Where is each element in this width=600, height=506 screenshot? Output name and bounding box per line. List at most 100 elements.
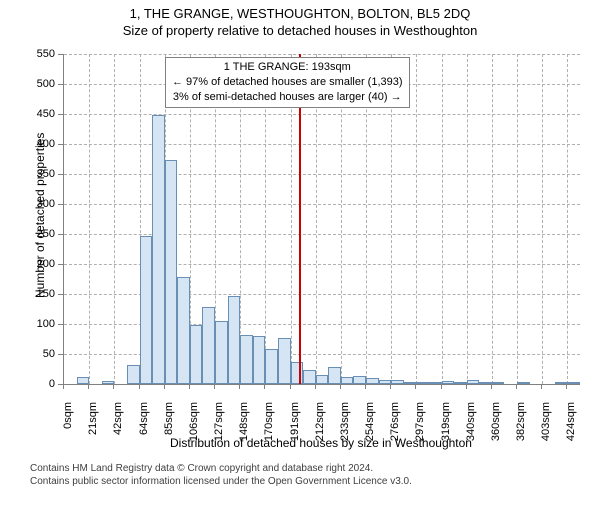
xtick-label: 297sqm <box>414 402 426 442</box>
histogram-bar <box>353 376 366 384</box>
ytick-label: 150 <box>29 288 55 300</box>
histogram-bar <box>391 380 404 384</box>
histogram-bar <box>265 349 278 384</box>
histogram-bar <box>416 382 429 384</box>
xtick-label: 360sqm <box>490 402 502 442</box>
xtick-mark <box>541 384 542 389</box>
ytick-label: 250 <box>29 228 55 240</box>
histogram-bar <box>303 370 316 384</box>
y-axis-label: Number of detached properties <box>33 138 47 298</box>
xtick-mark <box>365 384 366 389</box>
gridline-v <box>89 54 90 384</box>
annotation-box: 1 THE GRANGE: 193sqm ← 97% of detached h… <box>165 57 410 108</box>
gridline-v <box>542 54 543 384</box>
gridline-h <box>64 234 580 235</box>
xtick-mark <box>340 384 341 389</box>
gridline-v <box>567 54 568 384</box>
xtick-label: 21sqm <box>87 402 99 442</box>
xtick-label: 424sqm <box>565 402 577 442</box>
histogram-bar <box>140 236 153 384</box>
xtick-label: 42sqm <box>112 402 124 442</box>
histogram-bar <box>366 378 379 384</box>
xtick-label: 0sqm <box>62 402 74 442</box>
histogram-bar <box>202 307 215 384</box>
gridline-h <box>64 144 580 145</box>
ytick-mark <box>58 114 63 115</box>
histogram-bar <box>291 362 304 384</box>
ytick-label: 300 <box>29 198 55 210</box>
xtick-label: 233sqm <box>339 402 351 442</box>
ytick-label: 200 <box>29 258 55 270</box>
ytick-mark <box>58 174 63 175</box>
xtick-mark <box>415 384 416 389</box>
histogram-bar <box>240 335 253 384</box>
ytick-label: 0 <box>29 378 55 390</box>
xtick-label: 254sqm <box>364 402 376 442</box>
xtick-label: 340sqm <box>465 402 477 442</box>
ytick-label: 100 <box>29 318 55 330</box>
xtick-label: 170sqm <box>263 402 275 442</box>
ytick-mark <box>58 324 63 325</box>
chart-title: 1, THE GRANGE, WESTHOUGHTON, BOLTON, BL5… <box>0 6 600 21</box>
histogram-bar <box>165 160 178 384</box>
xtick-label: 212sqm <box>314 402 326 442</box>
gridline-v <box>114 54 115 384</box>
histogram-bar <box>341 377 354 384</box>
xtick-mark <box>88 384 89 389</box>
histogram-bar <box>77 377 90 384</box>
annotation-line1: 1 THE GRANGE: 193sqm <box>172 60 403 75</box>
xtick-label: 403sqm <box>540 402 552 442</box>
histogram-bar <box>190 325 203 384</box>
xtick-label: 191sqm <box>289 402 301 442</box>
ytick-mark <box>58 264 63 265</box>
xtick-mark <box>441 384 442 389</box>
xtick-mark <box>466 384 467 389</box>
xtick-label: 319sqm <box>440 402 452 442</box>
xtick-label: 64sqm <box>138 402 150 442</box>
ytick-label: 550 <box>29 48 55 60</box>
histogram-bar <box>278 338 291 384</box>
histogram-bar <box>177 277 190 384</box>
xtick-label: 148sqm <box>238 402 250 442</box>
xtick-mark <box>491 384 492 389</box>
gridline-v <box>492 54 493 384</box>
ytick-mark <box>58 144 63 145</box>
annotation-line3: 3% of semi-detached houses are larger (4… <box>172 90 403 105</box>
xtick-mark <box>139 384 140 389</box>
ytick-label: 350 <box>29 168 55 180</box>
xtick-mark <box>164 384 165 389</box>
histogram-bar <box>215 321 228 384</box>
histogram-bar <box>328 367 341 384</box>
ytick-mark <box>58 54 63 55</box>
gridline-v <box>517 54 518 384</box>
gridline-h <box>64 174 580 175</box>
ytick-label: 400 <box>29 138 55 150</box>
gridline-v <box>442 54 443 384</box>
ytick-mark <box>58 294 63 295</box>
gridline-h <box>64 204 580 205</box>
xtick-mark <box>516 384 517 389</box>
histogram-bar <box>253 336 266 384</box>
footer-line2: Contains public sector information licen… <box>30 475 412 488</box>
xtick-mark <box>189 384 190 389</box>
xtick-mark <box>264 384 265 389</box>
xtick-mark <box>566 384 567 389</box>
gridline-h <box>64 54 580 55</box>
ytick-label: 50 <box>29 348 55 360</box>
ytick-mark <box>58 234 63 235</box>
gridline-h <box>64 114 580 115</box>
ytick-mark <box>58 204 63 205</box>
xtick-label: 382sqm <box>515 402 527 442</box>
histogram-bar <box>228 296 241 384</box>
chart-subtitle: Size of property relative to detached ho… <box>0 23 600 38</box>
ytick-label: 500 <box>29 78 55 90</box>
histogram-bar <box>467 380 480 384</box>
histogram-bar <box>316 375 329 384</box>
footer-line1: Contains HM Land Registry data © Crown c… <box>30 462 412 475</box>
histogram-bar <box>127 365 140 384</box>
ytick-label: 450 <box>29 108 55 120</box>
histogram-bar <box>442 381 455 384</box>
xtick-label: 106sqm <box>188 402 200 442</box>
footer-attribution: Contains HM Land Registry data © Crown c… <box>30 462 412 488</box>
ytick-mark <box>58 354 63 355</box>
